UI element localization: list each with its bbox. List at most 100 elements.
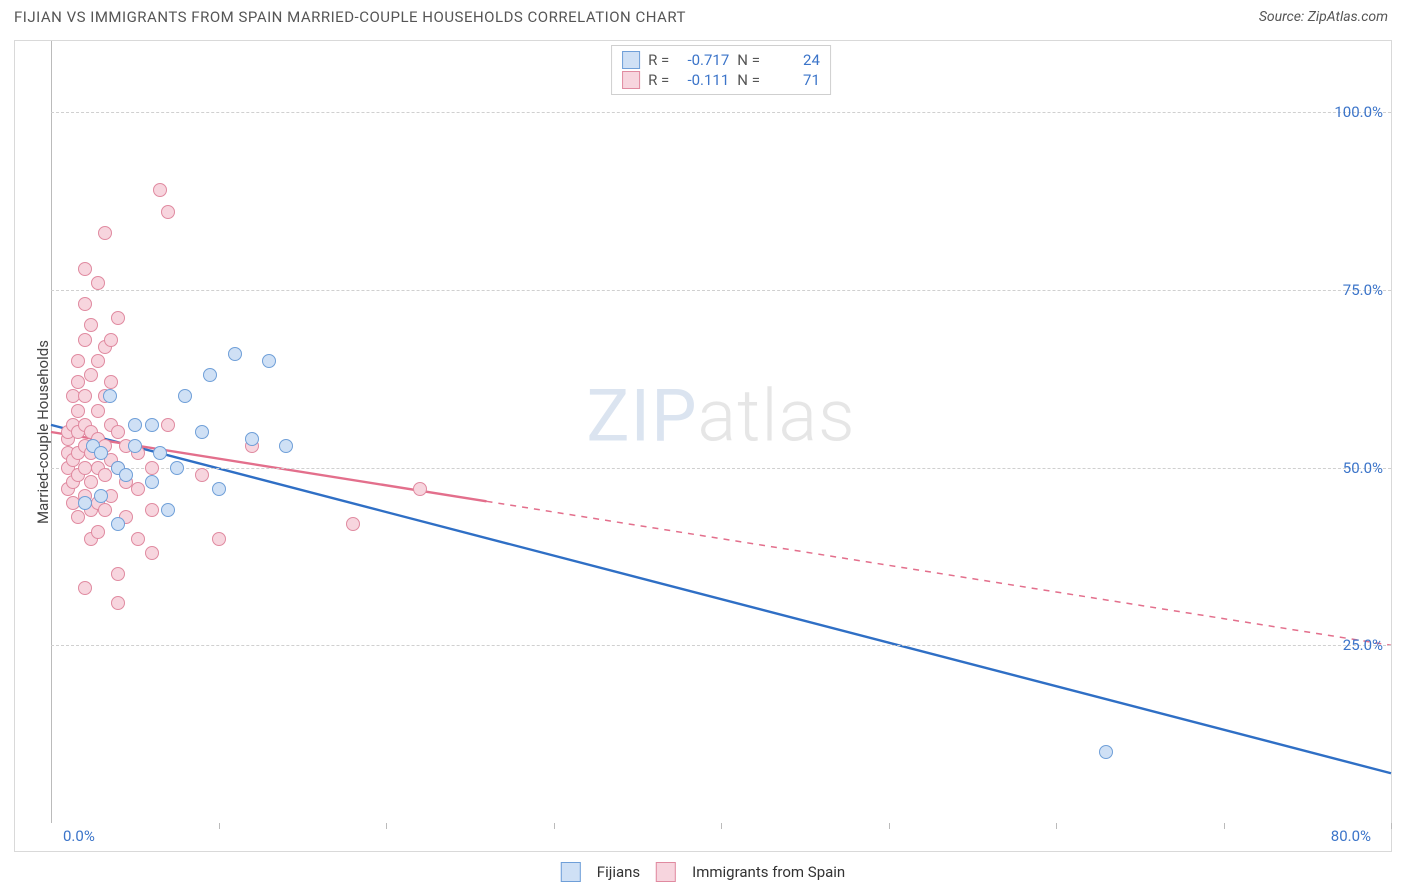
chart-title: FIJIAN VS IMMIGRANTS FROM SPAIN MARRIED-… <box>14 8 686 26</box>
watermark-zip: ZIP <box>586 374 697 459</box>
data-point-fijians <box>1099 745 1113 759</box>
data-point-fijians <box>178 389 192 403</box>
data-point-fijians <box>161 503 175 517</box>
x-tick <box>1056 823 1057 829</box>
x-axis-min-label: 0.0% <box>63 827 95 845</box>
data-point-spain <box>91 404 105 418</box>
data-point-spain <box>98 468 112 482</box>
stats-row-spain: R = -0.111 N = 71 <box>622 70 820 90</box>
data-point-spain <box>71 375 85 389</box>
legend-swatch-spain <box>656 862 676 882</box>
data-point-spain <box>195 468 209 482</box>
data-point-spain <box>71 354 85 368</box>
data-point-spain <box>131 532 145 546</box>
legend-swatch-fijians <box>561 862 581 882</box>
data-point-fijians <box>170 461 184 475</box>
data-point-spain <box>145 503 159 517</box>
gridline <box>51 468 1391 469</box>
source-attribution: Source: ZipAtlas.com <box>1259 9 1388 25</box>
data-point-spain <box>78 581 92 595</box>
r-value-spain: -0.111 <box>677 71 729 89</box>
data-point-fijians <box>128 439 142 453</box>
x-tick <box>554 823 555 829</box>
n-value-fijians: 24 <box>768 51 820 69</box>
watermark: ZIPatlas <box>586 374 855 459</box>
data-point-fijians <box>262 354 276 368</box>
x-tick <box>1391 823 1392 829</box>
chart-container: Married-couple Households ZIPatlas R = -… <box>14 40 1392 852</box>
trendline-fijians <box>51 425 1391 773</box>
data-point-spain <box>104 333 118 347</box>
data-point-spain <box>71 404 85 418</box>
data-point-spain <box>78 461 92 475</box>
y-tick-label: 50.0% <box>1343 459 1383 477</box>
x-tick <box>386 823 387 829</box>
trendline-extrapolated-spain <box>487 501 1392 645</box>
data-point-spain <box>78 297 92 311</box>
data-point-fijians <box>145 418 159 432</box>
data-point-fijians <box>228 347 242 361</box>
data-point-spain <box>104 375 118 389</box>
stats-legend-box: R = -0.717 N = 24 R = -0.111 N = 71 <box>611 45 831 95</box>
data-point-spain <box>84 318 98 332</box>
y-axis-label: Married-couple Households <box>34 340 52 524</box>
gridline <box>51 645 1391 646</box>
data-point-spain <box>91 276 105 290</box>
x-tick <box>889 823 890 829</box>
data-point-fijians <box>245 432 259 446</box>
x-axis-max-label: 80.0% <box>1331 827 1371 845</box>
stats-row-fijians: R = -0.717 N = 24 <box>622 50 820 70</box>
data-point-spain <box>212 532 226 546</box>
plot-area: Married-couple Households ZIPatlas R = -… <box>51 41 1391 823</box>
data-point-spain <box>78 389 92 403</box>
y-tick-label: 100.0% <box>1334 103 1383 121</box>
data-point-spain <box>91 525 105 539</box>
data-point-spain <box>98 226 112 240</box>
legend-label-fijians: Fijians <box>597 863 640 881</box>
data-point-fijians <box>212 482 226 496</box>
data-point-fijians <box>119 468 133 482</box>
data-point-fijians <box>128 418 142 432</box>
data-point-spain <box>78 333 92 347</box>
data-point-spain <box>111 311 125 325</box>
data-point-spain <box>145 546 159 560</box>
bottom-legend: Fijians Immigrants from Spain <box>561 862 845 882</box>
data-point-fijians <box>145 475 159 489</box>
r-value-fijians: -0.717 <box>677 51 729 69</box>
data-point-spain <box>346 517 360 531</box>
y-tick-label: 25.0% <box>1343 636 1383 654</box>
data-point-fijians <box>94 446 108 460</box>
data-point-spain <box>153 183 167 197</box>
data-point-spain <box>413 482 427 496</box>
data-point-spain <box>111 567 125 581</box>
x-tick <box>721 823 722 829</box>
data-point-fijians <box>103 389 117 403</box>
data-point-spain <box>161 205 175 219</box>
gridline <box>51 112 1391 113</box>
data-point-fijians <box>78 496 92 510</box>
data-point-fijians <box>94 489 108 503</box>
gridline <box>51 290 1391 291</box>
data-point-spain <box>145 461 159 475</box>
x-tick <box>1224 823 1225 829</box>
data-point-spain <box>111 596 125 610</box>
swatch-spain <box>622 71 640 89</box>
data-point-spain <box>71 510 85 524</box>
data-point-spain <box>84 475 98 489</box>
data-point-fijians <box>195 425 209 439</box>
data-point-spain <box>91 354 105 368</box>
data-point-fijians <box>153 446 167 460</box>
watermark-atlas: atlas <box>698 374 856 459</box>
r-label: R = <box>648 71 669 89</box>
data-point-spain <box>84 368 98 382</box>
data-point-spain <box>111 425 125 439</box>
data-point-fijians <box>279 439 293 453</box>
data-point-spain <box>98 503 112 517</box>
y-tick-label: 75.0% <box>1343 281 1383 299</box>
legend-label-spain: Immigrants from Spain <box>692 863 845 881</box>
n-value-spain: 71 <box>768 71 820 89</box>
data-point-fijians <box>111 517 125 531</box>
data-point-spain <box>131 482 145 496</box>
n-label: N = <box>737 71 760 89</box>
n-label: N = <box>737 51 760 69</box>
